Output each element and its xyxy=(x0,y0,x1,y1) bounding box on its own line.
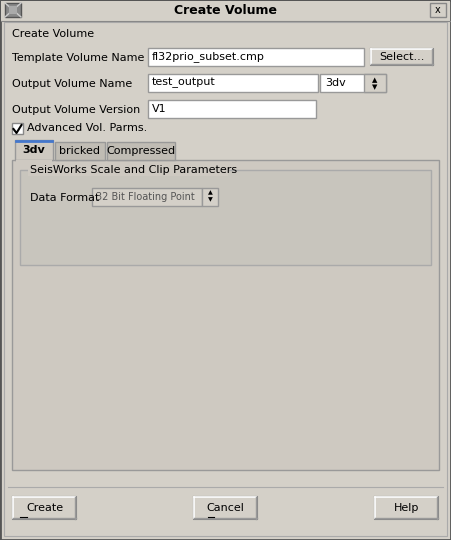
Text: ▲: ▲ xyxy=(373,77,377,83)
Bar xyxy=(320,74,386,92)
Text: Data Format: Data Format xyxy=(30,193,99,203)
Text: x: x xyxy=(435,5,441,15)
Text: fl32prio_subset.cmp: fl32prio_subset.cmp xyxy=(152,51,265,63)
Text: Compressed: Compressed xyxy=(106,146,175,156)
Text: Create Volume: Create Volume xyxy=(174,4,276,17)
Bar xyxy=(430,3,446,17)
Bar xyxy=(370,48,434,66)
Bar xyxy=(1,1,450,21)
Bar xyxy=(9,6,17,14)
Bar xyxy=(148,48,364,66)
Text: Help: Help xyxy=(394,503,419,513)
Bar xyxy=(20,170,431,265)
Bar xyxy=(148,74,318,92)
Bar xyxy=(148,100,316,118)
Text: 3dv: 3dv xyxy=(325,78,346,88)
Text: bricked: bricked xyxy=(60,146,101,156)
Text: ▼: ▼ xyxy=(207,198,212,202)
Text: V1: V1 xyxy=(152,104,166,114)
Text: ▼: ▼ xyxy=(373,84,377,90)
Bar xyxy=(92,188,202,206)
Bar xyxy=(364,74,386,92)
Bar xyxy=(202,188,218,206)
Bar xyxy=(55,142,105,160)
Bar xyxy=(12,160,439,470)
Text: test_output: test_output xyxy=(152,78,216,88)
Bar xyxy=(12,123,23,134)
Bar xyxy=(374,496,439,520)
Text: 3dv: 3dv xyxy=(23,145,46,155)
Bar xyxy=(5,3,21,17)
Text: SeisWorks Scale and Clip Parameters: SeisWorks Scale and Clip Parameters xyxy=(30,165,237,175)
Text: Advanced Vol. Parms.: Advanced Vol. Parms. xyxy=(27,123,147,133)
Bar xyxy=(193,496,258,520)
Bar xyxy=(16,160,52,162)
Bar xyxy=(107,142,175,160)
Text: Cancel: Cancel xyxy=(207,503,244,513)
Text: Create: Create xyxy=(26,503,63,513)
Bar xyxy=(28,164,228,176)
Text: ▲: ▲ xyxy=(207,191,212,195)
Text: Output Volume Version: Output Volume Version xyxy=(12,105,140,115)
Text: Select...: Select... xyxy=(379,52,425,62)
Text: Create Volume: Create Volume xyxy=(12,29,94,39)
Text: 32 Bit Floating Point: 32 Bit Floating Point xyxy=(96,192,195,202)
Bar xyxy=(15,140,53,160)
Bar xyxy=(12,496,77,520)
Text: Output Volume Name: Output Volume Name xyxy=(12,79,132,89)
Text: Template Volume Name: Template Volume Name xyxy=(12,53,144,63)
